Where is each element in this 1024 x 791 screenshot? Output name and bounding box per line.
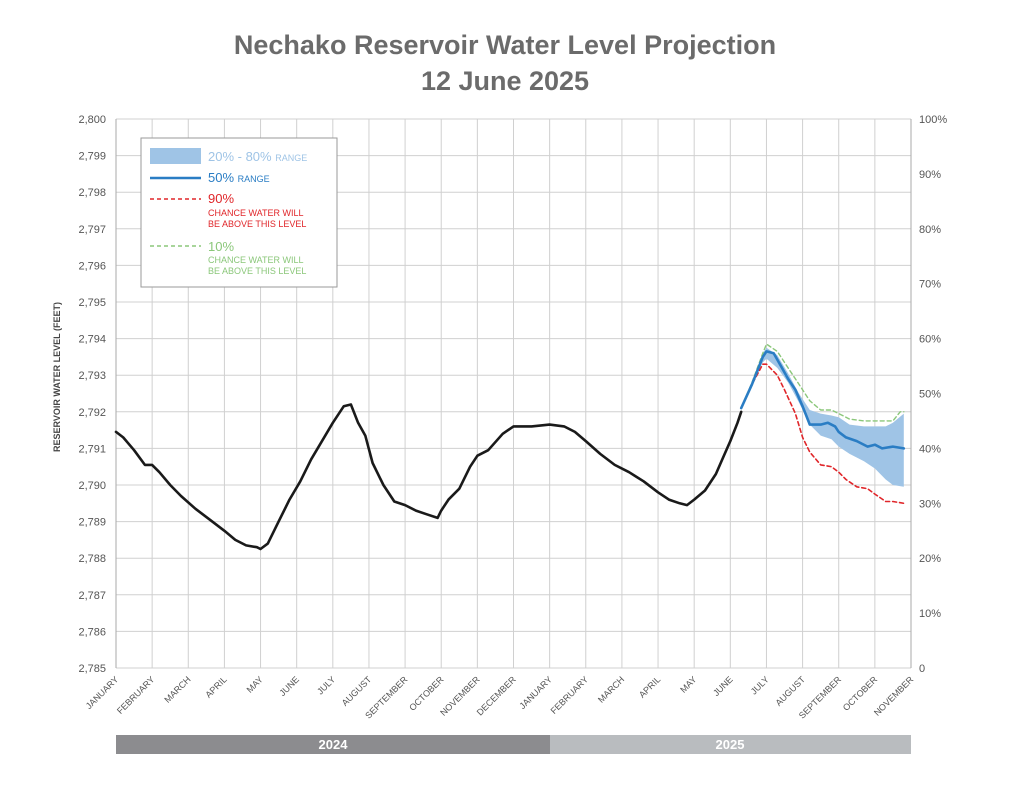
x-tick-label: FEBRUARY bbox=[115, 674, 157, 716]
x-tick-label: DECEMBER bbox=[475, 674, 518, 717]
series-line-historical bbox=[114, 403, 743, 551]
y-tick-label: 2,794 bbox=[78, 334, 106, 346]
chart-title: Nechako Reservoir Water Level Projection bbox=[234, 30, 776, 60]
y2-tick-label: 60% bbox=[919, 334, 941, 346]
y2-tick-label: 80% bbox=[919, 224, 941, 236]
x-tick-label: AUGUST bbox=[340, 674, 374, 708]
y2-tick-label: 40% bbox=[919, 443, 941, 455]
series-line-p90 bbox=[740, 363, 905, 505]
legend: 20% - 80% RANGE 50% RANGE 90% CHANCE WAT… bbox=[140, 137, 338, 288]
y-tick-label: 2,789 bbox=[78, 517, 106, 529]
series-line-p10 bbox=[740, 343, 905, 422]
x-tick-label: JULY bbox=[749, 674, 771, 696]
x-tick-label: FEBRUARY bbox=[549, 674, 591, 716]
legend-p90-line2: BE ABOVE THIS LEVEL bbox=[208, 219, 306, 229]
legend-p10-line2: BE ABOVE THIS LEVEL bbox=[208, 266, 306, 276]
year-bar-2025 bbox=[550, 735, 911, 754]
y2-tick-label: 0 bbox=[919, 663, 925, 675]
x-tick-label: MAY bbox=[678, 674, 698, 694]
year-label-2024: 2024 bbox=[319, 737, 349, 752]
legend-p90-line1: CHANCE WATER WILL bbox=[208, 208, 304, 218]
year-bar-2024 bbox=[116, 735, 550, 754]
legend-p10-line1: CHANCE WATER WILL bbox=[208, 255, 304, 265]
x-tick-label: JANUARY bbox=[84, 674, 121, 711]
y-tick-label: 2,795 bbox=[78, 297, 106, 309]
y-tick-label: 2,790 bbox=[78, 480, 106, 492]
y2-tick-label: 70% bbox=[919, 279, 941, 291]
legend-band-label: 20% - 80% RANGE bbox=[208, 149, 307, 164]
y-tick-label: 2,796 bbox=[78, 260, 106, 272]
y2-tick-label: 30% bbox=[919, 498, 941, 510]
y-tick-label: 2,788 bbox=[78, 553, 106, 565]
y2-tick-label: 10% bbox=[919, 608, 941, 620]
x-tick-label: OCTOBER bbox=[841, 674, 880, 713]
y-axis-left: 2,800 2,799 2,798 2,797 2,796 2,795 2,794 2,793… bbox=[78, 114, 106, 675]
plot-area bbox=[114, 343, 906, 551]
x-tick-label: JUNE bbox=[277, 674, 301, 698]
x-tick-label: MARCH bbox=[162, 674, 192, 704]
x-tick-label: AUGUST bbox=[773, 674, 807, 708]
y-axis-title: RESERVOIR WATER LEVEL (FEET) bbox=[52, 302, 62, 452]
x-tick-label: JULY bbox=[315, 674, 337, 696]
y-tick-label: 2,799 bbox=[78, 151, 106, 163]
y-tick-label: 2,797 bbox=[78, 224, 106, 236]
y-tick-label: 2,792 bbox=[78, 407, 106, 419]
y-tick-label: 2,798 bbox=[78, 187, 106, 199]
series-line-p50 bbox=[739, 350, 906, 450]
y-axis-right: 100% 90% 80% 70% 60% 50% 40% 30% 20% 10% 0 bbox=[919, 114, 947, 675]
y2-tick-label: 90% bbox=[919, 169, 941, 181]
y-tick-label: 2,787 bbox=[78, 590, 106, 602]
y2-tick-label: 20% bbox=[919, 553, 941, 565]
y2-tick-label: 100% bbox=[919, 114, 947, 126]
chart-subtitle: 12 June 2025 bbox=[421, 66, 589, 96]
series-band-20-80 bbox=[741, 347, 904, 487]
y-tick-label: 2,786 bbox=[78, 626, 106, 638]
y-tick-label: 2,800 bbox=[78, 114, 106, 126]
x-tick-label: MARCH bbox=[596, 674, 626, 704]
x-tick-label: JUNE bbox=[711, 674, 735, 698]
legend-swatch-band bbox=[150, 148, 201, 164]
x-tick-label: OCTOBER bbox=[407, 674, 446, 713]
y-tick-label: 2,791 bbox=[78, 443, 106, 455]
x-tick-label: JANUARY bbox=[517, 674, 554, 711]
y2-tick-label: 50% bbox=[919, 389, 941, 401]
legend-p10-label: 10% bbox=[208, 239, 234, 254]
x-tick-label: APRIL bbox=[637, 674, 662, 699]
legend-median-label: 50% RANGE bbox=[208, 170, 270, 185]
y-tick-label: 2,793 bbox=[78, 370, 106, 382]
x-tick-label: APRIL bbox=[203, 674, 228, 699]
x-tick-label: MAY bbox=[245, 674, 265, 694]
x-tick-label: NOVEMBER bbox=[872, 674, 916, 718]
y-tick-label: 2,785 bbox=[78, 663, 106, 675]
year-label-2025: 2025 bbox=[716, 737, 745, 752]
legend-p90-label: 90% bbox=[208, 191, 234, 206]
